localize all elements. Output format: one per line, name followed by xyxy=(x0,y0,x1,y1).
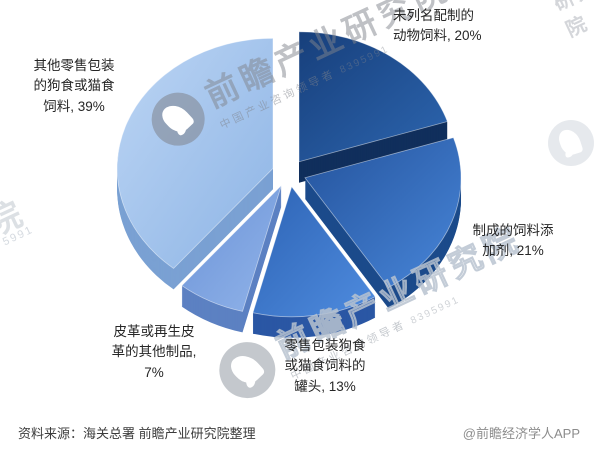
pie-slice-20pct xyxy=(298,31,448,163)
source-note: 资料来源：海关总署 前瞻产业研究院整理 xyxy=(18,426,256,441)
label-line: 皮革或再生皮 xyxy=(113,324,195,339)
label-line: 的狗食或猫食 xyxy=(33,78,115,94)
slice-label-canned-pet-food: 零售包装狗食 或猫食饲料的 罐头, 13% xyxy=(248,336,402,397)
label-line: 饲料, 39% xyxy=(43,98,105,114)
label-line: 或猫食饲料的 xyxy=(284,358,366,374)
pie-slice-7pct xyxy=(181,185,282,312)
pie-slice-21pct xyxy=(304,137,462,289)
pie-slice-13pct xyxy=(252,185,376,318)
label-line: 7% xyxy=(144,364,164,380)
credit-note: @前瞻经济学人APP xyxy=(462,426,580,441)
label-line: 加剂, 21% xyxy=(482,243,544,259)
label-line: 革的其他制品, xyxy=(111,344,197,360)
slice-label-feed-additives: 制成的饲料添 加剂, 21% xyxy=(452,221,574,262)
label-line: 制成的饲料添 xyxy=(472,223,554,238)
slice-label-other-retail-pet-food: 其他零售包装 的狗食或猫食 饲料, 39% xyxy=(12,56,136,117)
label-line: 未列名配制的 xyxy=(393,8,474,23)
label-line: 罐头, 13% xyxy=(294,378,356,394)
label-line: 零售包装狗食 xyxy=(284,338,366,353)
slice-label-leather-products: 皮革或再生皮 革的其他制品, 7% xyxy=(84,322,224,383)
label-line: 动物饲料, 20% xyxy=(393,28,482,44)
label-line: 其他零售包装 xyxy=(33,58,115,73)
slice-label-unlisted-animal-feed: 未列名配制的 动物饲料, 20% xyxy=(393,6,525,47)
